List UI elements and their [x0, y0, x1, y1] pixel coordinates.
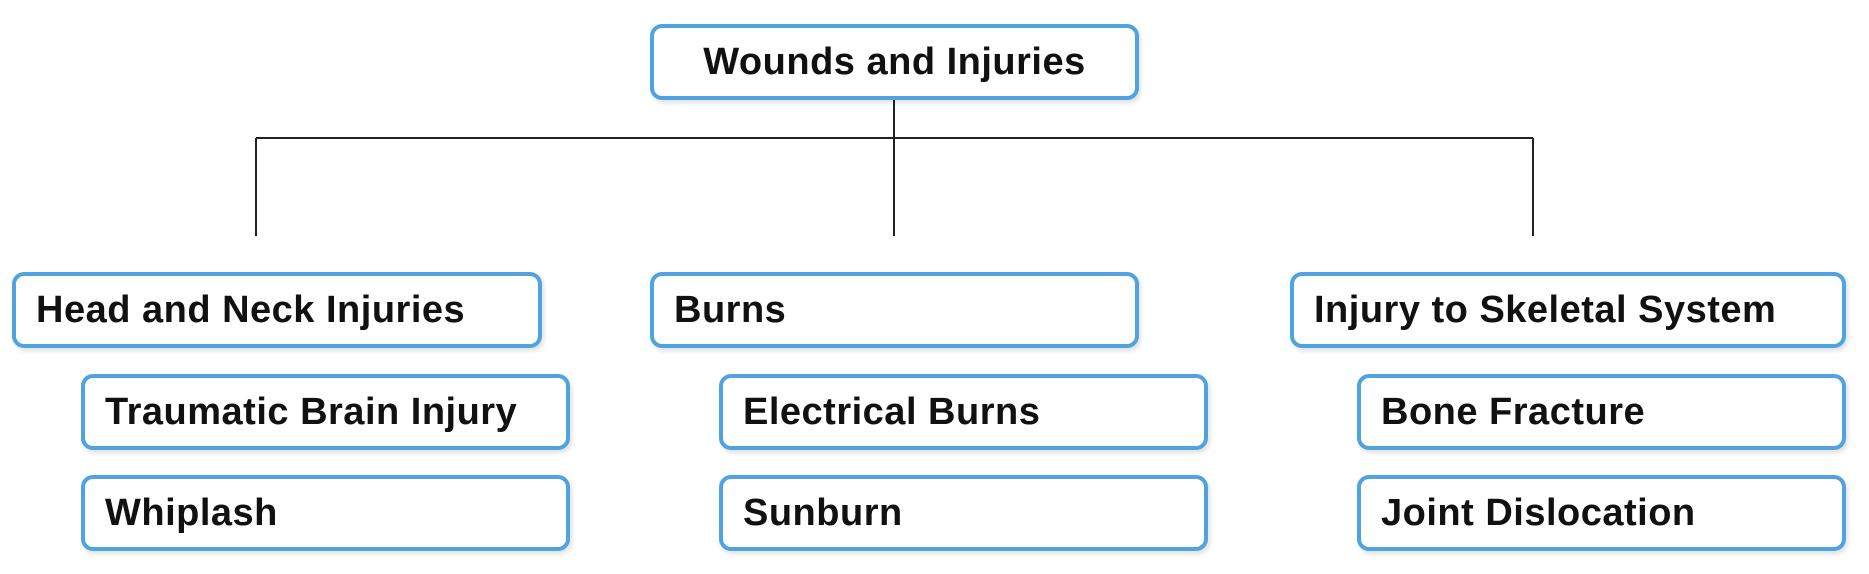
category-node-label: Head and Neck Injuries	[36, 288, 466, 331]
category-node-label: Injury to Skeletal System	[1314, 288, 1777, 331]
subcategory-node-label: Traumatic Brain Injury	[105, 390, 518, 433]
root-node-label: Wounds and Injuries	[703, 40, 1086, 83]
subcategory-node-label: Electrical Burns	[743, 390, 1041, 433]
subcategory-node-label: Whiplash	[105, 491, 278, 534]
subcategory-node-label: Sunburn	[743, 491, 903, 534]
subcategory-node-whiplash: Whiplash	[81, 475, 570, 551]
category-node-burns: Burns	[650, 272, 1139, 348]
subcategory-node-bone-fracture: Bone Fracture	[1357, 374, 1846, 450]
subcategory-node-sunburn: Sunburn	[719, 475, 1208, 551]
subcategory-node-label: Bone Fracture	[1381, 390, 1646, 433]
subcategory-node-electrical-burns: Electrical Burns	[719, 374, 1208, 450]
category-node-injury-to-skeletal-system: Injury to Skeletal System	[1290, 272, 1846, 348]
root-node: Wounds and Injuries	[650, 24, 1139, 100]
category-node-label: Burns	[674, 288, 787, 331]
subcategory-node-traumatic-brain-injury: Traumatic Brain Injury	[81, 374, 570, 450]
category-node-head-and-neck-injuries: Head and Neck Injuries	[12, 272, 542, 348]
subcategory-node-joint-dislocation: Joint Dislocation	[1357, 475, 1846, 551]
subcategory-node-label: Joint Dislocation	[1381, 491, 1696, 534]
